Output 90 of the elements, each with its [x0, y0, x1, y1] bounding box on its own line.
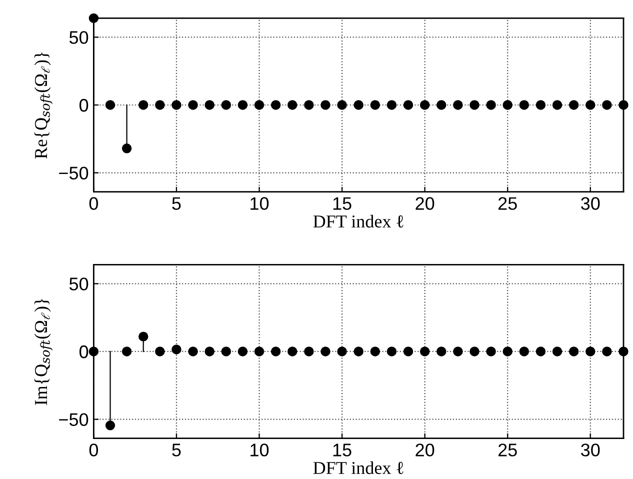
- point: [586, 346, 596, 356]
- point: [88, 346, 99, 356]
- point: [586, 100, 596, 110]
- y-tick-label: −50: [59, 166, 88, 180]
- point: [304, 346, 314, 356]
- point: [304, 100, 314, 110]
- x-tick-label: 20: [416, 197, 434, 210]
- point: [88, 13, 99, 24]
- point: [519, 100, 530, 110]
- point: [436, 100, 446, 110]
- point: [386, 346, 397, 356]
- point: [386, 100, 397, 110]
- point: [204, 346, 214, 356]
- point: [337, 346, 347, 356]
- x-tick-label: 15: [333, 444, 352, 456]
- point: [270, 100, 281, 110]
- point: [519, 346, 530, 356]
- y-tick-label: 0: [79, 345, 88, 358]
- x-tick-label: 5: [172, 197, 181, 210]
- y-tick-label: 50: [69, 278, 88, 290]
- x-tick-label: 10: [250, 197, 269, 210]
- point: [486, 346, 496, 356]
- point: [172, 344, 182, 354]
- point: [320, 100, 330, 110]
- point: [354, 346, 364, 356]
- point: [486, 100, 496, 110]
- point: [370, 346, 380, 356]
- x-tick-label: 10: [250, 444, 269, 456]
- point: [470, 100, 480, 110]
- point: [105, 100, 116, 110]
- point: [420, 100, 430, 110]
- point: [320, 346, 330, 356]
- point: [552, 100, 562, 110]
- point: [188, 100, 198, 110]
- point: [138, 332, 148, 342]
- x-tick-label: 25: [498, 444, 517, 456]
- x-tick-label: 25: [498, 197, 517, 210]
- x-tick-label: 0: [89, 197, 98, 210]
- point: [453, 100, 463, 110]
- point: [254, 100, 264, 110]
- point: [602, 100, 612, 110]
- point: [221, 100, 231, 110]
- point: [105, 420, 116, 430]
- y-tick-label: 50: [69, 31, 88, 44]
- point: [254, 346, 264, 356]
- y-axis-title: Re{Q$_{soft}$(Ω$_{ℓ}$)}: [34, 52, 52, 159]
- x-tick-label: 5: [172, 444, 181, 456]
- point: [470, 346, 480, 356]
- x-tick-label: 0: [89, 444, 98, 456]
- point: [122, 144, 132, 154]
- point: [221, 346, 231, 356]
- point: [502, 100, 512, 110]
- y-axis-title: Im{Q$_{soft}$(Ω$_{ℓ}$)}: [34, 298, 52, 406]
- point: [155, 100, 165, 110]
- x-axis-title: DFT index ℓ: [313, 214, 404, 228]
- point: [502, 346, 512, 356]
- point: [288, 346, 298, 356]
- point: [536, 346, 546, 356]
- point: [288, 100, 298, 110]
- point: [138, 100, 148, 110]
- point: [420, 346, 430, 356]
- point: [238, 100, 248, 110]
- point: [552, 346, 562, 356]
- point: [568, 100, 579, 110]
- point: [188, 346, 198, 356]
- point: [536, 100, 546, 110]
- x-tick-label: 15: [333, 197, 352, 210]
- point: [337, 100, 347, 110]
- x-axis-title: DFT index ℓ: [313, 461, 404, 474]
- point: [204, 100, 214, 110]
- x-tick-label: 30: [581, 444, 600, 456]
- point: [602, 346, 612, 356]
- x-tick-label: 20: [416, 444, 434, 456]
- point: [238, 346, 248, 356]
- point: [403, 100, 414, 110]
- x-tick-label: 30: [581, 197, 600, 210]
- point: [436, 346, 446, 356]
- point: [453, 346, 463, 356]
- point: [618, 100, 628, 110]
- y-tick-label: −50: [59, 413, 88, 426]
- point: [370, 100, 380, 110]
- point: [618, 346, 628, 356]
- point: [270, 346, 281, 356]
- point: [354, 100, 364, 110]
- point: [155, 346, 165, 356]
- y-tick-label: 0: [79, 98, 88, 112]
- point: [568, 346, 579, 356]
- point: [122, 346, 132, 356]
- point: [403, 346, 414, 356]
- point: [172, 100, 182, 110]
